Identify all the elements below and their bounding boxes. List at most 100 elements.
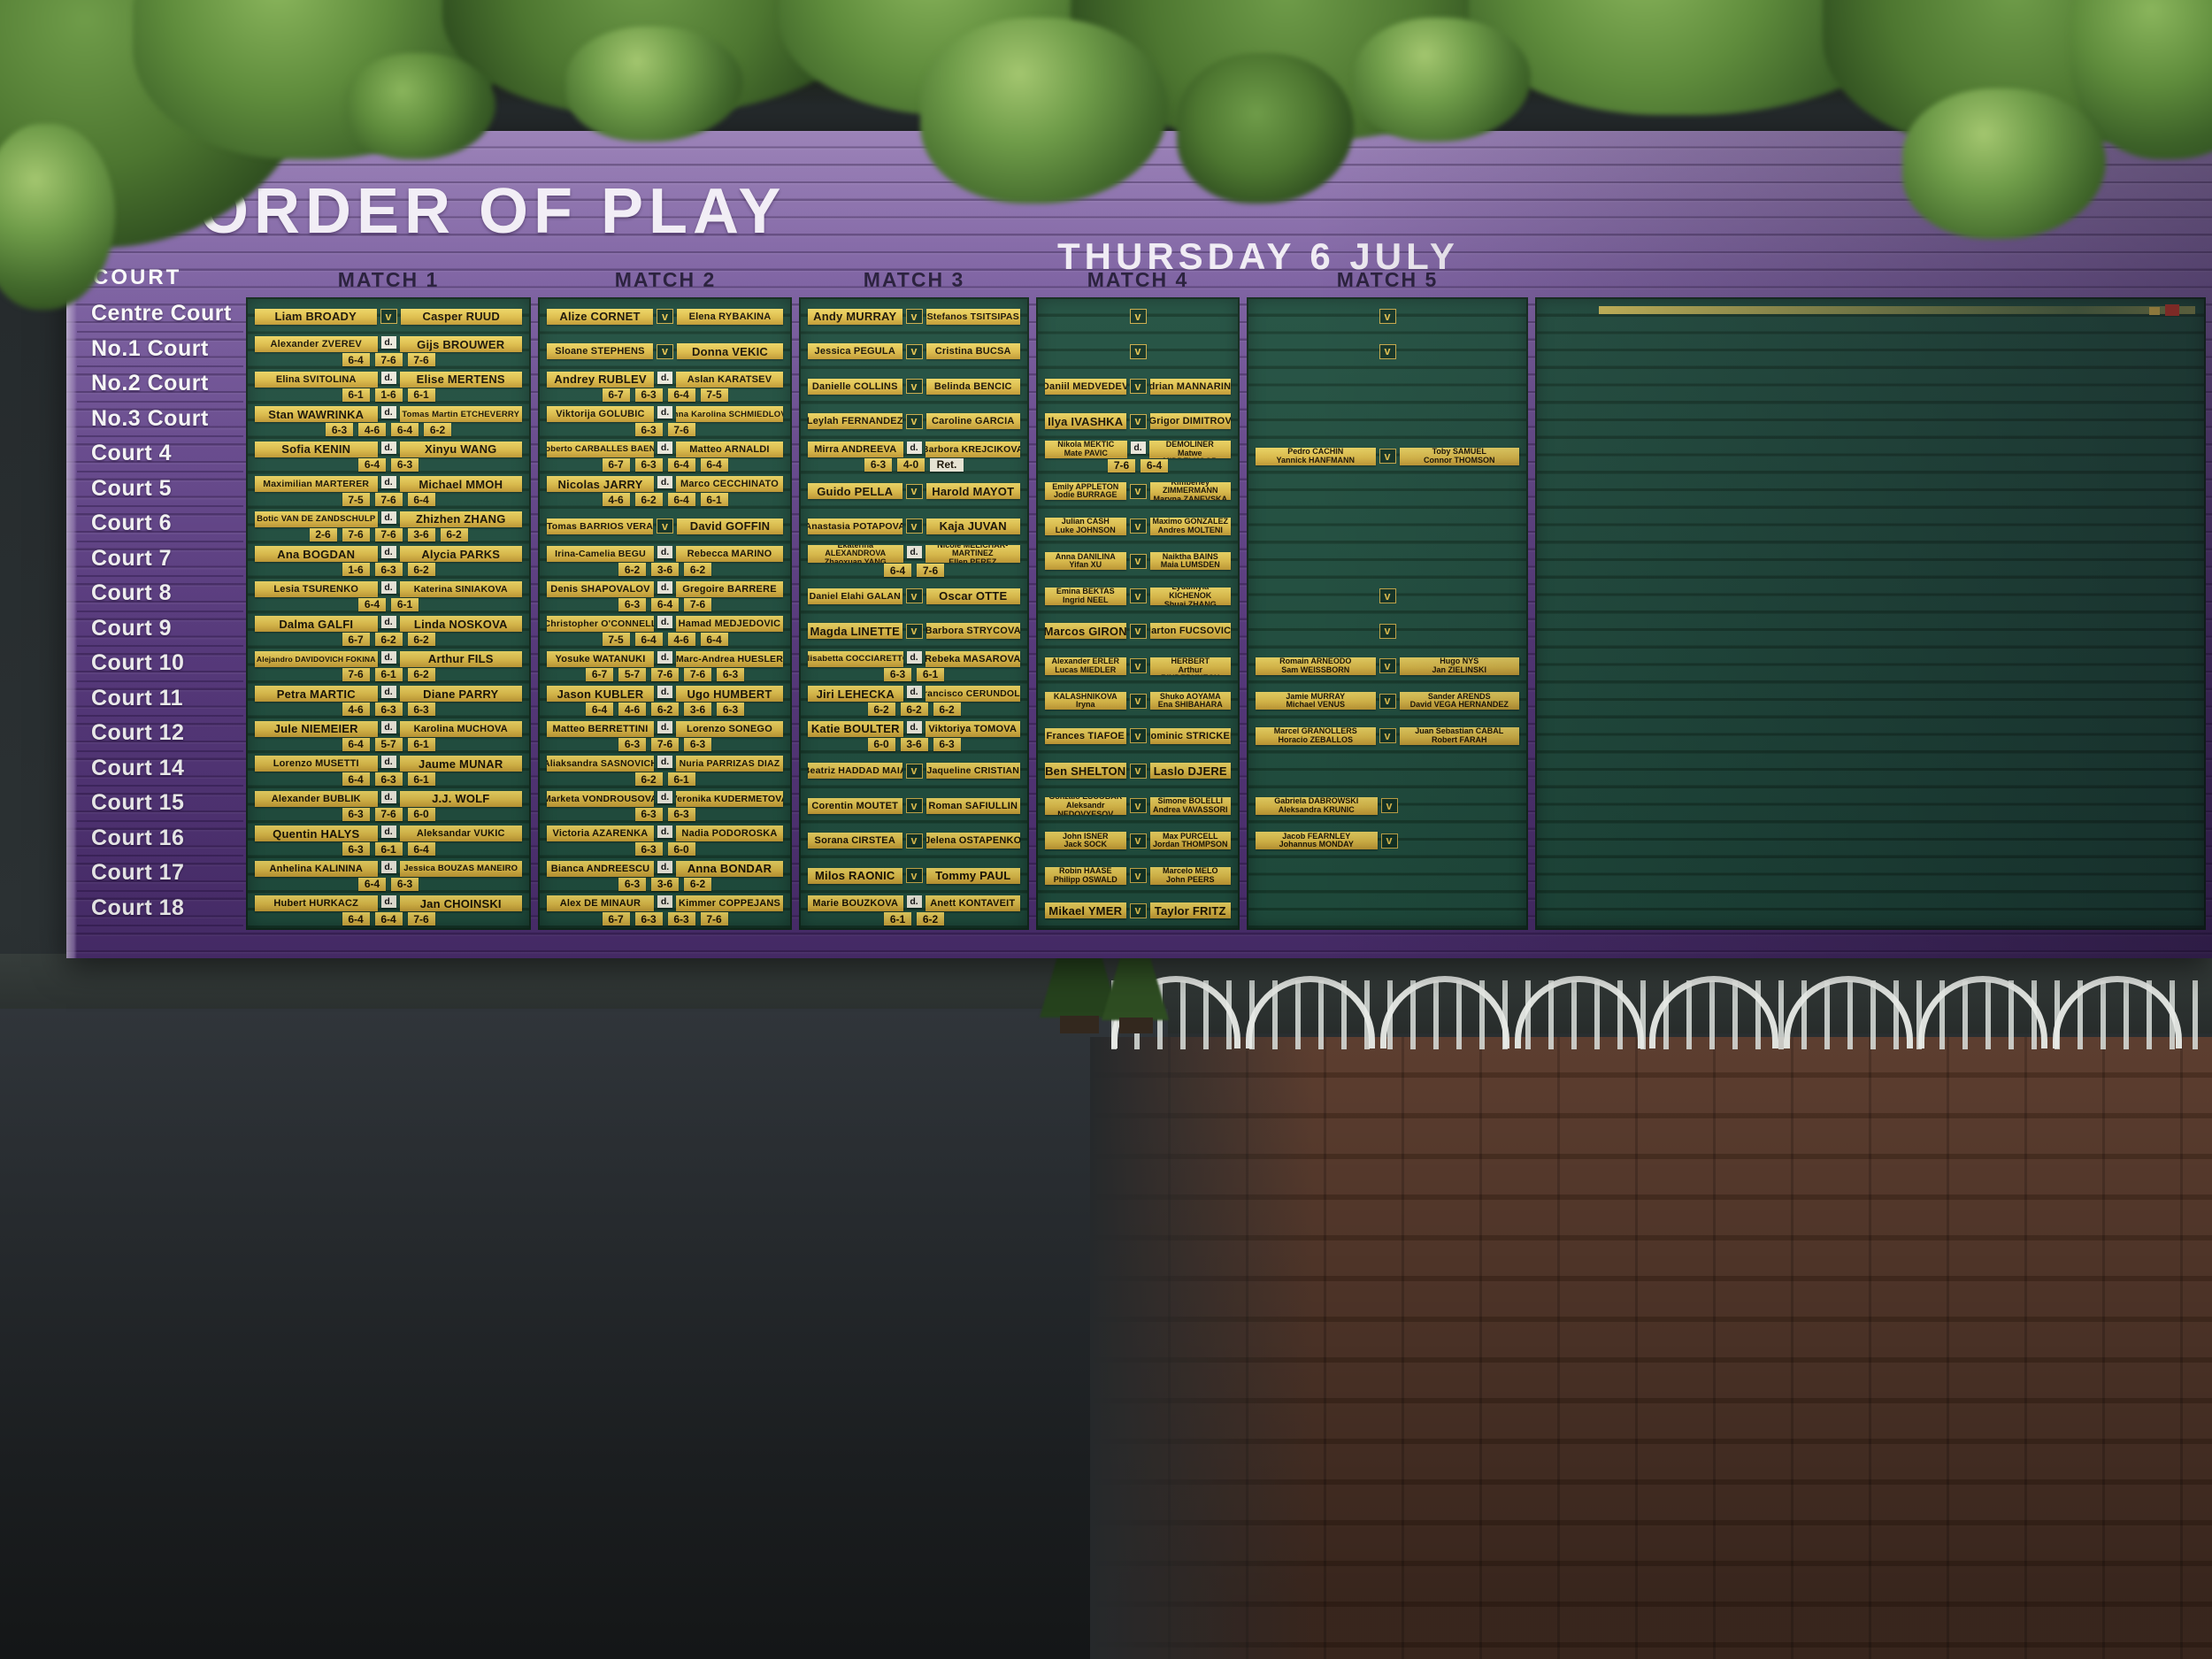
defeated-marker: d. — [380, 756, 396, 769]
score-tile: 6-4 — [342, 772, 370, 787]
player-name-strip: Lesia TSURENKO — [255, 580, 378, 597]
match-names-row: Andrey RUBLEV d. Aslan KARATSEV — [547, 371, 783, 388]
score-tile: 7-6 — [1108, 458, 1135, 472]
match-cell: Stan WAWRINKA d. Tomas Martin ETCHEVERRY 6-… — [248, 404, 529, 440]
match-cell: Danielle COLLINS v Belinda BENCIC — [801, 369, 1027, 404]
match-cell: Bianca ANDREESCU d. Anna BONDAR 6-3 3-6 6-2 — [540, 858, 790, 894]
score-tile: 6-1 — [667, 772, 695, 787]
match-names-row: Liam BROADY v Casper RUUD — [255, 308, 522, 325]
set-scores-row: 6-4 6-4 7-6 — [255, 912, 522, 926]
foliage-cluster — [1177, 53, 1354, 204]
player-name-strip: Emina BEKTAS Ingrid NEEL — [1045, 587, 1126, 605]
board-title: ORDER OF PLAY — [199, 176, 787, 247]
score-tile: 6-3 — [618, 597, 646, 611]
set-scores-row: 4-6 6-2 6-4 6-1 — [547, 493, 783, 507]
player-name-strip: Donna VEKIC — [677, 343, 783, 360]
player-name-strip: Aleksandar VUKIC — [399, 826, 522, 842]
match-names-row: Lorenzo MUSETTI d. Jaume MUNAR — [255, 756, 522, 772]
score-tile: 6-2 — [634, 493, 663, 507]
player-name-strip: Petra MARTIC — [255, 686, 378, 703]
player-name-strip: Alexander ERLER Lucas MIEDLER — [1045, 657, 1126, 675]
match-names-row: Maximilian MARTERER d. Michael MMOH — [255, 476, 522, 493]
match-cell: Emina BEKTAS Ingrid NEELvLyudmyla KICHEN… — [1038, 579, 1238, 614]
player-name-strip: Oksana KALASHNIKOVA Iryna SHYMANOVICH — [1045, 692, 1126, 710]
match-cell: Lesia TSURENKO d. Katerina SINIAKOVA 6-4 6-1 — [248, 579, 529, 614]
score-tile: 6-4 — [342, 737, 370, 751]
score-tile: 6-7 — [342, 633, 370, 647]
versus-box: v — [1129, 518, 1147, 534]
player-name-strip: Jaume MUNAR — [399, 756, 522, 772]
match-cell: Alexander BUBLIK d. J.J. WOLF 6-3 7-6 6-0 — [248, 788, 529, 824]
match-names-row: Irina-Camelia BEGU d. Rebecca MARINO — [547, 546, 783, 563]
match-names-row: v — [1045, 309, 1231, 325]
match-names-row: Mikael YMER v Taylor FRITZ — [1045, 902, 1231, 919]
player-name-strip: Stefanos TSITSIPAS — [926, 308, 1020, 325]
score-tile: 7-6 — [917, 564, 944, 578]
player-name-strip: Irina-Camelia BEGU — [547, 546, 654, 563]
versus-box: v — [1129, 658, 1147, 674]
score-tile: 6-3 — [634, 842, 663, 856]
player-name-strip: Ekaterina ALEXANDROVA Zhaoxuan YANG — [808, 545, 903, 564]
player-name-strip: Ugo HUMBERT — [676, 686, 783, 703]
score-tile: 6-1 — [374, 667, 403, 681]
player-name-strip: Andy MURRAY — [808, 308, 902, 325]
match-names-row: Emily APPLETON Jodie BURRAGEvKimberley Z… — [1045, 482, 1231, 501]
player-name-strip: Marketa VONDROUSOVA — [547, 790, 654, 807]
match-cell: Pedro CACHIN Yannick HANFMANN v Toby SAMUE… — [1248, 439, 1526, 474]
player-name-strip: Toby SAMUEL Connor THOMSON — [1399, 447, 1519, 465]
player-name-strip: Grigor DIMITROV — [1149, 413, 1231, 430]
match-cell: Oksana KALASHNIKOVA Iryna SHYMANOVICHvSh… — [1038, 684, 1238, 719]
defeated-marker: d. — [380, 371, 396, 384]
match-cell: Daniil MEDVEDEVvAdrian MANNARINO — [1038, 369, 1238, 404]
match-cell: Matteo BERRETTINI d. Lorenzo SONEGO 6-3 7-6 6… — [540, 718, 790, 754]
player-name-strip: Hamad MEDJEDOVIC — [676, 616, 783, 633]
match-cell: Daniel Elahi GALAN v Oscar OTTE — [801, 579, 1027, 614]
player-name-strip: Alycia PARKS — [399, 546, 522, 563]
match-names-row: Christopher O'CONNELL d. Hamad MEDJEDOVIC — [547, 616, 783, 633]
set-scores-row: 6-3 6-4 7-6 — [547, 597, 783, 611]
set-scores-row: 2-6 7-6 7-6 3-6 6-2 — [255, 527, 522, 541]
match-names-row: Marie BOUZKOVA d. Anett KONTAVEIT — [808, 895, 1020, 912]
score-tile: 6-7 — [602, 457, 630, 472]
versus-box: v — [905, 798, 923, 814]
player-name-strip: Dominic STRICKER — [1149, 727, 1231, 744]
match-cell: Petra MARTIC d. Diane PARRY 4-6 6-3 6-3 — [248, 684, 529, 719]
match-cell: Andy MURRAY v Stefanos TSITSIPAS — [801, 299, 1027, 334]
score-tile: 6-3 — [667, 807, 695, 821]
match-cell: Robin HAASE Philipp OSWALD v Marcelo MELO … — [1038, 858, 1238, 894]
defeated-marker: d. — [657, 616, 672, 629]
foliage-cluster — [566, 27, 743, 142]
player-name-strip: Daniel Elahi GALAN — [808, 588, 902, 604]
player-name-strip: Marcelo DEMOLINER Matwe MIDDELKOOP — [1148, 440, 1231, 458]
set-scores-row: 6-0 3-6 6-3 — [808, 737, 1020, 751]
player-name-strip: Sloane STEPHENS — [547, 343, 653, 360]
versus-box: v — [905, 623, 923, 639]
player-name-strip: Marie BOUZKOVA — [808, 895, 903, 912]
defeated-marker: d. — [657, 441, 672, 454]
match-names-row: Bianca ANDREESCU d. Anna BONDAR — [547, 860, 783, 877]
match-names-row: Victoria AZARENKA d. Nadia PODOROSKA — [547, 826, 783, 842]
score-tile: 6-2 — [684, 877, 711, 891]
score-tile: 6-3 — [374, 563, 403, 577]
score-tile: 6-3 — [342, 842, 370, 856]
match-cell: Christopher O'CONNELL d. Hamad MEDJEDOVIC 7… — [540, 614, 790, 649]
player-name-strip: Robin HAASE Philipp OSWALD — [1045, 866, 1126, 885]
match-names-row: Marcel GRANOLLERS Horacio ZEBALLOS v Juan … — [1256, 726, 1519, 745]
court-row-label: Court 6 — [77, 507, 243, 542]
versus-box: v — [1129, 588, 1147, 604]
set-scores-row: 7-6 6-1 6-2 — [255, 667, 522, 681]
player-name-strip: Hubert HURKACZ — [255, 895, 378, 912]
score-tile: 6-2 — [407, 667, 435, 681]
player-name-strip: Alex DE MINAUR — [547, 895, 654, 912]
defeated-marker: d. — [657, 826, 672, 839]
set-scores-row: 6-1 1-6 6-1 — [255, 388, 522, 402]
score-tile: 6-3 — [618, 737, 646, 751]
order-of-play-board: ORDER OF PLAY THURSDAY 6 JULY COURT MATC… — [66, 131, 2212, 958]
score-tile: 6-4 — [586, 703, 613, 717]
defeated-marker: d. — [380, 895, 396, 909]
match-names-row: Aliaksandra SASNOVICH d. Nuria PARRIZAS DI… — [547, 756, 783, 772]
match-names-row: Tomas BARRIOS VERA v David GOFFIN — [547, 518, 783, 534]
match-names-row: Danielle COLLINS v Belinda BENCIC — [808, 378, 1020, 395]
match-cell: Anna DANILINA Yifan XU v Naiktha BAINS Mai… — [1038, 544, 1238, 580]
match-names-row: Marcos GIRONvMarton FUCSOVICS — [1045, 623, 1231, 640]
